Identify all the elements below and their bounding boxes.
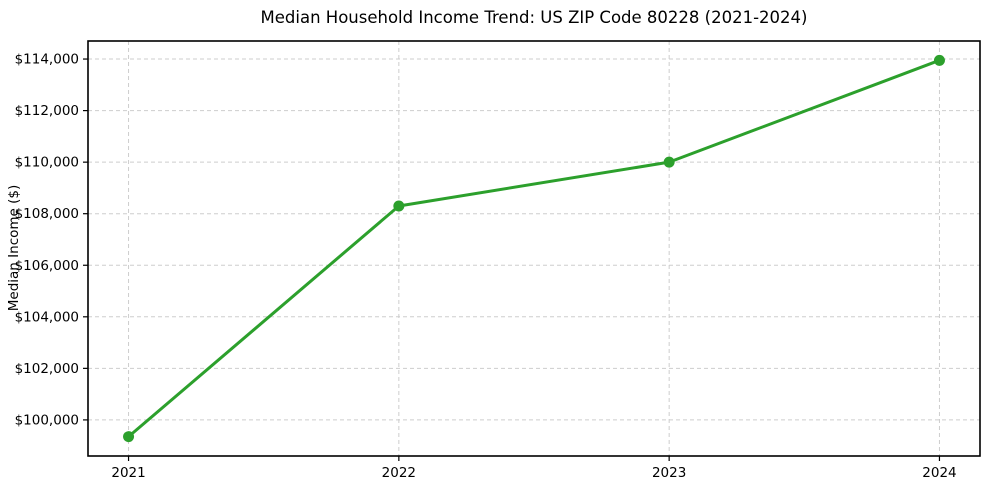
y-tick-label: $104,000 [15,309,79,325]
data-point [933,54,945,66]
x-tick-label: 2023 [652,465,686,481]
trend-line [127,58,941,439]
y-tick-label: $114,000 [15,52,79,68]
data-point [123,431,135,443]
x-tick-label: 2024 [922,465,956,481]
x-tick-label: 2022 [382,465,416,481]
y-tick-label: $108,000 [15,206,79,222]
y-tick-label: $112,000 [15,103,79,119]
data-point [663,156,675,168]
y-tick-label: $110,000 [15,155,79,171]
chart-title: Median Household Income Trend: US ZIP Co… [260,8,808,27]
y-tick-label: $106,000 [15,258,79,274]
y-tick-label: $102,000 [15,361,79,377]
y-tick-label: $100,000 [15,412,79,428]
x-tick-label: 2021 [111,465,145,481]
plot-border [87,40,981,457]
data-point [393,200,405,212]
